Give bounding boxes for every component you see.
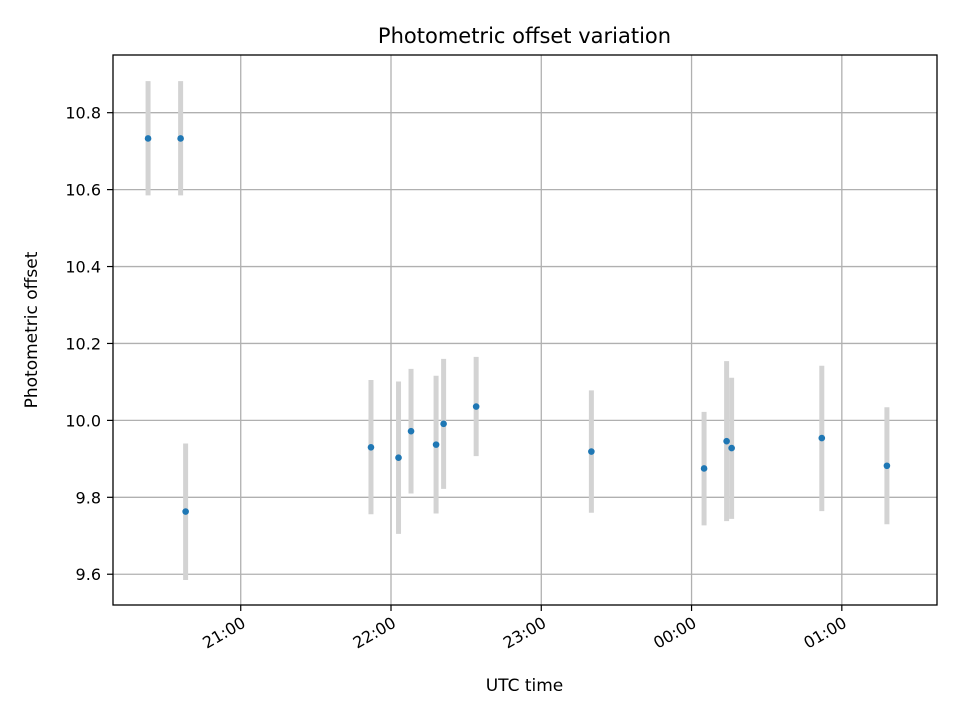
x-axis-ticks: 21:00 22:00 23:00 00:00 01:00 (199, 605, 850, 653)
data-point (177, 135, 184, 142)
data-point (723, 437, 730, 445)
data-point (432, 441, 440, 448)
data-point (818, 434, 826, 442)
y-tick-label: 10.0 (65, 411, 101, 430)
data-point (144, 135, 152, 142)
x-tick-label: 22:00 (350, 613, 399, 653)
y-tick-label: 10.4 (65, 258, 101, 277)
x-tick-label: 00:00 (650, 613, 699, 653)
data-point (883, 462, 891, 470)
y-tick-label: 9.6 (76, 565, 101, 584)
error-bars (145, 81, 890, 580)
data-point (395, 454, 402, 461)
y-tick-label: 10.8 (65, 104, 101, 123)
data-point (588, 448, 595, 455)
data-point (472, 403, 480, 410)
x-axis-label: UTC time (486, 676, 564, 696)
data-point (407, 427, 415, 435)
y-tick-label: 10.6 (65, 181, 101, 200)
y-axis-label: Photometric offset (22, 251, 42, 408)
y-tick-label: 10.2 (65, 334, 101, 353)
data-points (144, 135, 891, 515)
data-point (182, 508, 189, 515)
y-tick-label: 9.8 (76, 488, 101, 507)
x-tick-label: 21:00 (199, 613, 248, 653)
data-point (367, 444, 375, 451)
plot-frame (112, 54, 938, 606)
chart-title: Photometric offset variation (378, 24, 671, 48)
x-tick-label: 01:00 (800, 613, 849, 653)
data-point (440, 420, 447, 428)
grid-lines (113, 55, 937, 605)
x-tick-label: 23:00 (500, 613, 549, 653)
data-point (728, 444, 735, 452)
data-point (700, 465, 708, 472)
y-axis-ticks: 9.6 9.8 10.0 10.2 10.4 10.6 10.8 (65, 104, 113, 584)
